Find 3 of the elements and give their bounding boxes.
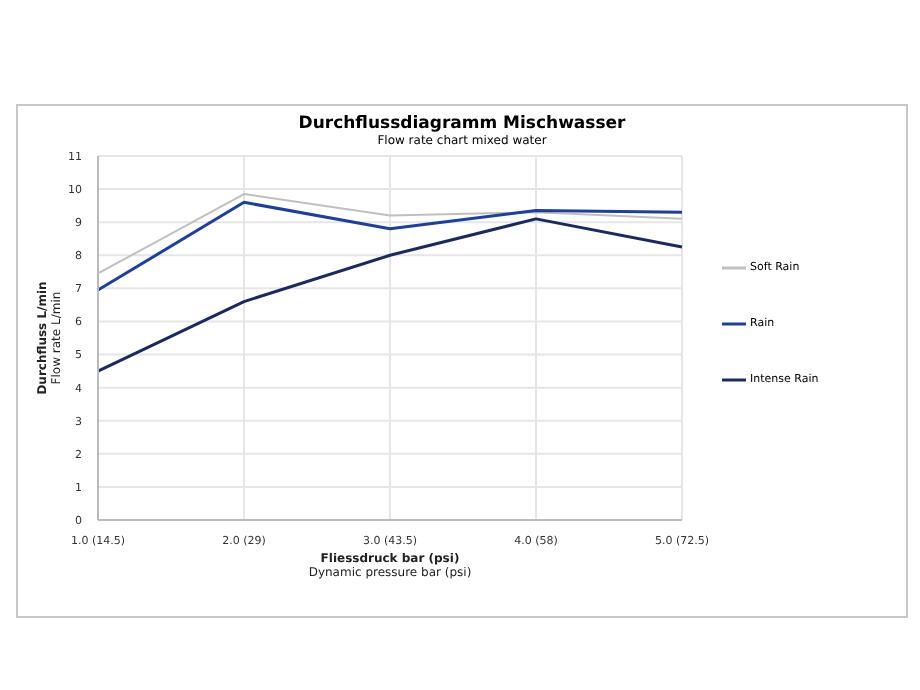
- chart-title: Durchflussdiagramm Mischwasser: [296, 114, 628, 134]
- line-series: [96, 200, 684, 292]
- line-series: [96, 217, 684, 373]
